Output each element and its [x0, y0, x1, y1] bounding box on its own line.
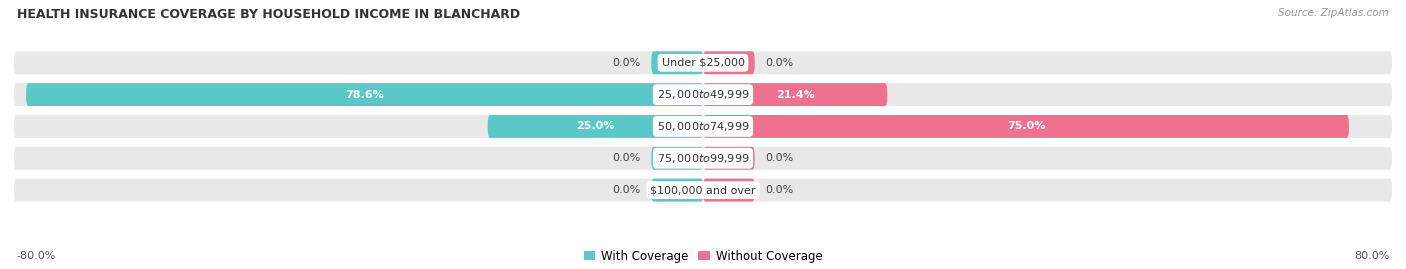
Text: 25.0%: 25.0%	[576, 121, 614, 132]
Text: 0.0%: 0.0%	[765, 153, 793, 163]
FancyBboxPatch shape	[703, 115, 1348, 138]
FancyBboxPatch shape	[703, 147, 755, 170]
Text: $25,000 to $49,999: $25,000 to $49,999	[657, 88, 749, 101]
FancyBboxPatch shape	[14, 83, 1392, 106]
Text: 75.0%: 75.0%	[1007, 121, 1045, 132]
Text: Source: ZipAtlas.com: Source: ZipAtlas.com	[1278, 8, 1389, 18]
Text: $100,000 and over: $100,000 and over	[650, 185, 756, 195]
Text: 0.0%: 0.0%	[613, 153, 641, 163]
FancyBboxPatch shape	[703, 51, 755, 74]
FancyBboxPatch shape	[488, 115, 703, 138]
Text: 0.0%: 0.0%	[765, 58, 793, 68]
FancyBboxPatch shape	[651, 179, 703, 201]
FancyBboxPatch shape	[651, 51, 703, 74]
Text: 78.6%: 78.6%	[346, 90, 384, 100]
FancyBboxPatch shape	[703, 179, 755, 201]
Text: $50,000 to $74,999: $50,000 to $74,999	[657, 120, 749, 133]
Text: HEALTH INSURANCE COVERAGE BY HOUSEHOLD INCOME IN BLANCHARD: HEALTH INSURANCE COVERAGE BY HOUSEHOLD I…	[17, 8, 520, 21]
FancyBboxPatch shape	[14, 51, 1392, 74]
FancyBboxPatch shape	[14, 115, 1392, 138]
Legend: With Coverage, Without Coverage: With Coverage, Without Coverage	[579, 245, 827, 267]
FancyBboxPatch shape	[27, 83, 703, 106]
Text: 80.0%: 80.0%	[1354, 251, 1389, 261]
FancyBboxPatch shape	[14, 147, 1392, 170]
Text: Under $25,000: Under $25,000	[661, 58, 745, 68]
FancyBboxPatch shape	[703, 83, 887, 106]
Text: 0.0%: 0.0%	[613, 185, 641, 195]
Text: 21.4%: 21.4%	[776, 90, 814, 100]
Text: $75,000 to $99,999: $75,000 to $99,999	[657, 152, 749, 165]
FancyBboxPatch shape	[651, 147, 703, 170]
FancyBboxPatch shape	[14, 179, 1392, 201]
Text: -80.0%: -80.0%	[17, 251, 56, 261]
Text: 0.0%: 0.0%	[765, 185, 793, 195]
Text: 0.0%: 0.0%	[613, 58, 641, 68]
